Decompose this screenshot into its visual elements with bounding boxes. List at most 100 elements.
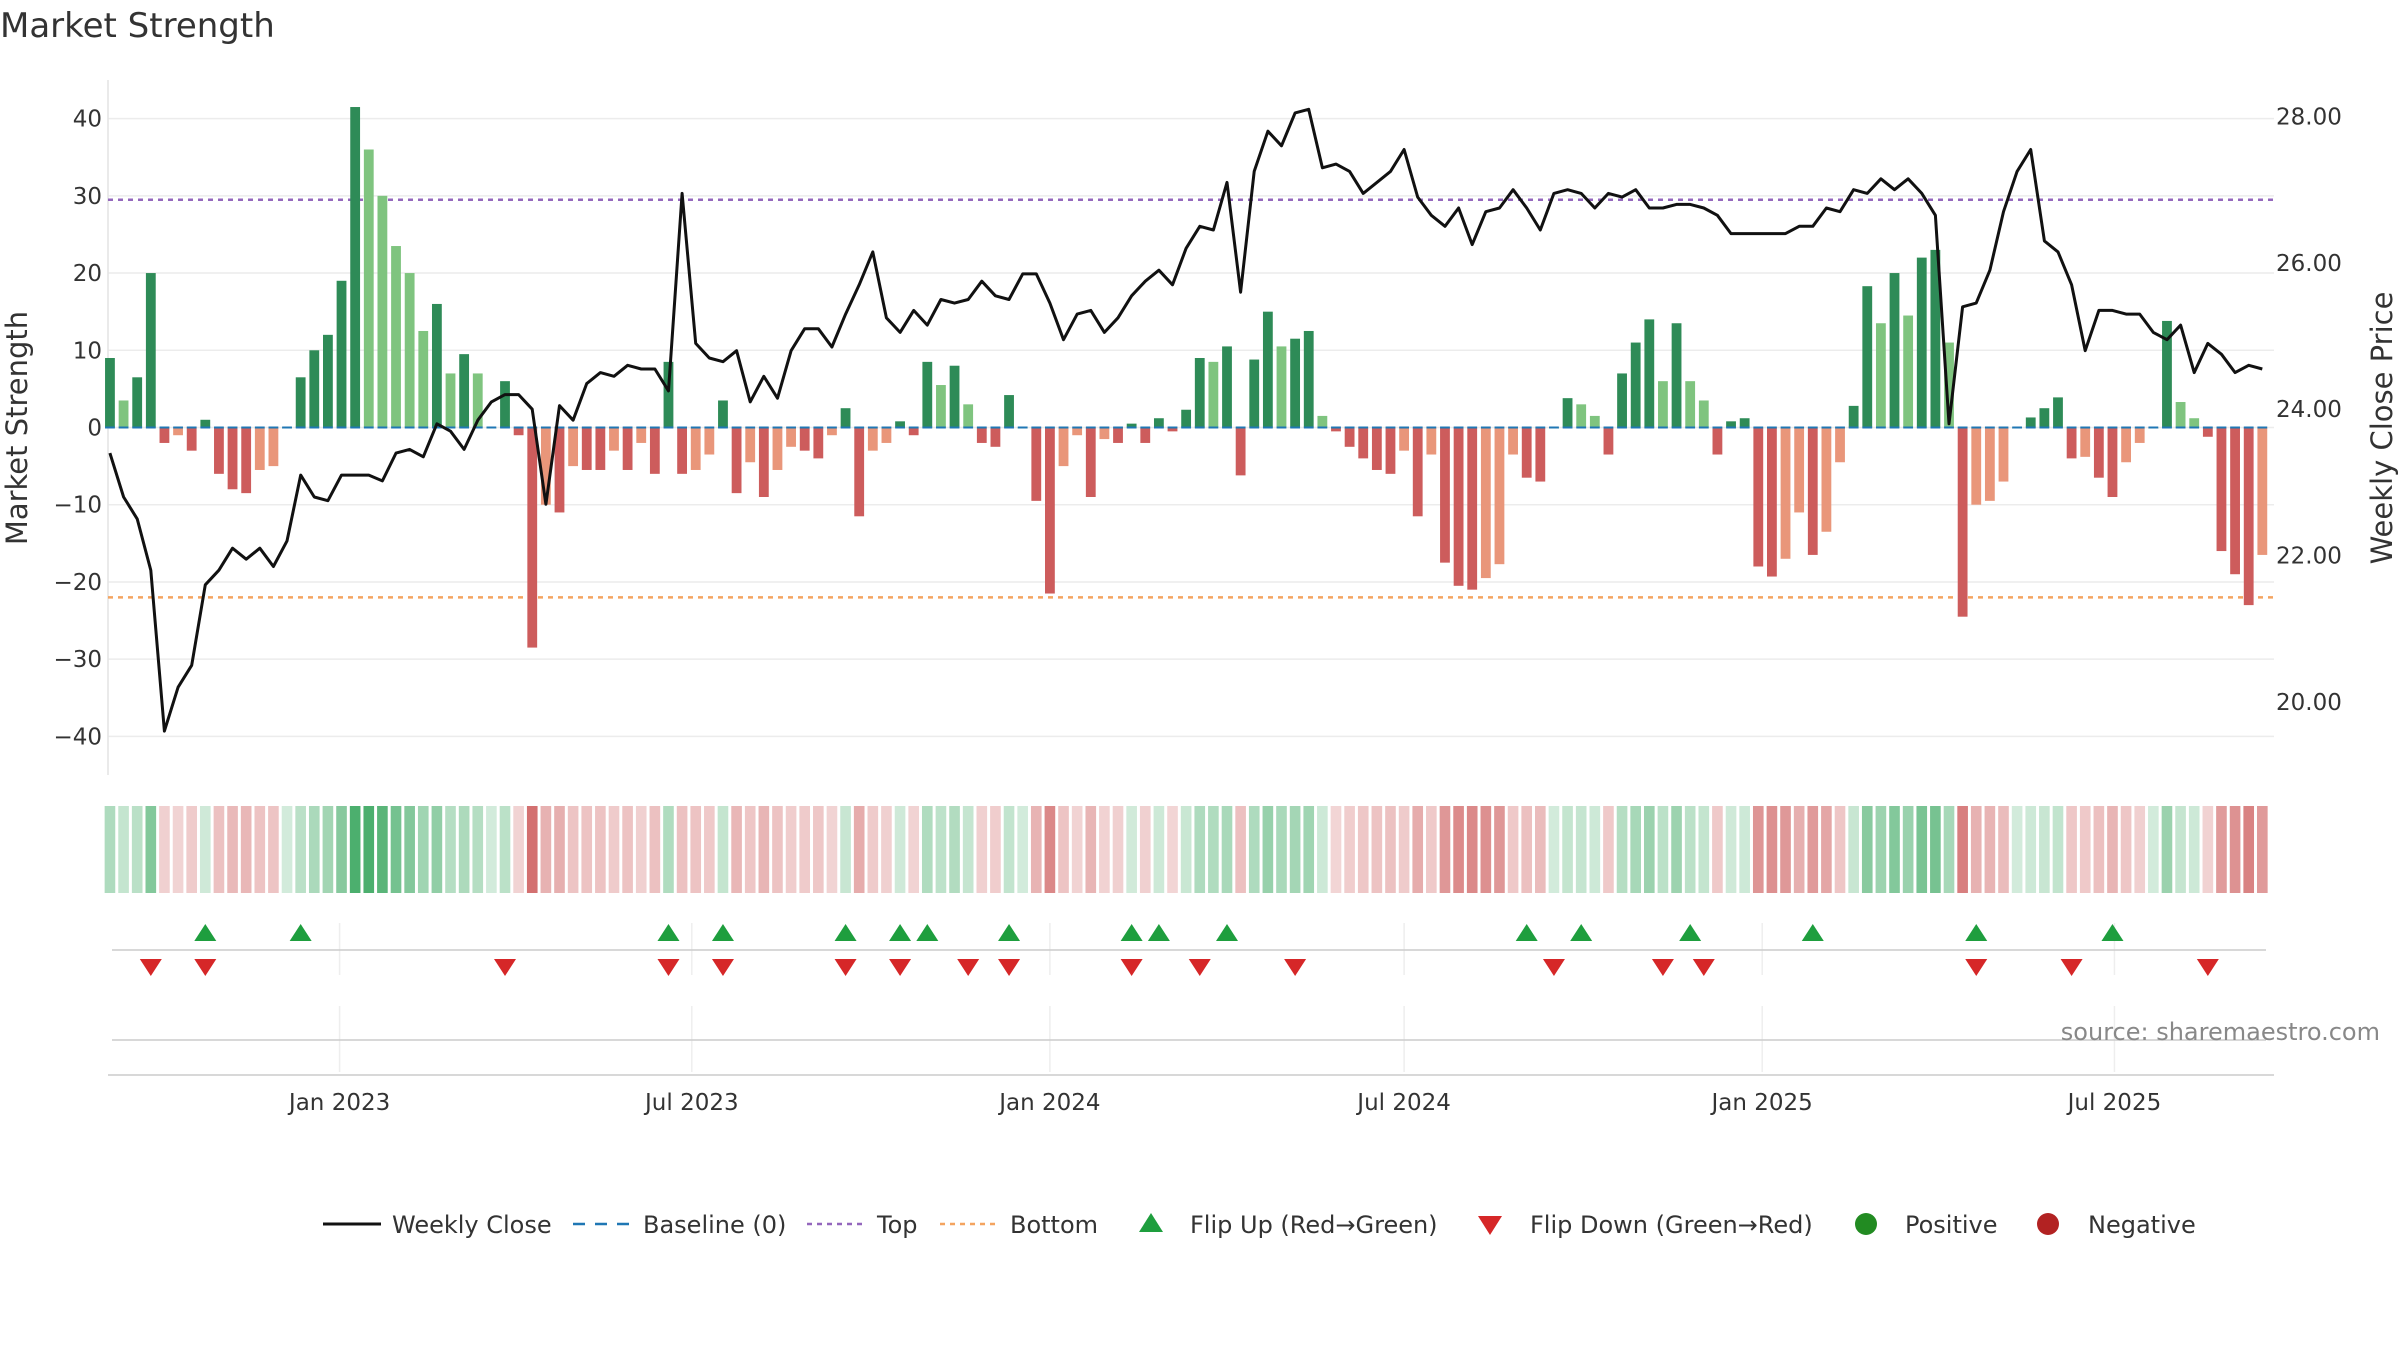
strength-bar: [2121, 427, 2132, 463]
strength-bar: [2080, 427, 2091, 457]
flip-down-marker: [1188, 959, 1211, 976]
y-left-tick-label: 20: [73, 261, 102, 287]
heat-cell: [1139, 806, 1151, 893]
flip-down-marker: [194, 959, 217, 976]
axes: 40 30 20 10 0 −10 −20 −30 −40 28.00 26.00 24.00 22.0…: [53, 105, 2341, 1116]
y-left-tick-label: 40: [73, 107, 102, 133]
heat-cell: [2216, 806, 2227, 893]
heat-cell: [990, 806, 1001, 893]
strength-bar: [2243, 427, 2254, 606]
heat-cell: [1957, 806, 1968, 893]
strength-bar: [1685, 381, 1696, 428]
strength-bar: [1194, 358, 1205, 428]
heat-cell: [1889, 806, 1900, 893]
heat-cell: [881, 806, 892, 893]
heat-cell: [281, 806, 293, 893]
flip-down-marker: [1284, 959, 1307, 976]
strength-bar: [663, 361, 674, 428]
strength-bar: [500, 381, 510, 428]
strength-bar: [758, 427, 769, 497]
flip-up-marker: [834, 924, 857, 941]
heat-cell: [1725, 806, 1737, 893]
heat-cell: [1180, 806, 1192, 893]
flip-down-marker: [1542, 959, 1565, 976]
strength-bar: [1440, 427, 1450, 563]
heat-cell: [1126, 806, 1137, 893]
strength-bar: [1726, 421, 1736, 428]
strength-bar: [1371, 427, 1382, 470]
heat-cell: [1017, 806, 1028, 893]
heat-cell: [1221, 806, 1233, 893]
strength-bar: [2093, 427, 2104, 478]
strength-bar: [1644, 319, 1655, 428]
heat-cell: [159, 806, 170, 893]
y-left-tick-label: −30: [53, 647, 102, 673]
strength-bar: [472, 373, 483, 428]
strength-bar: [2053, 397, 2063, 428]
flip-down-marker: [139, 959, 162, 976]
heat-cell: [908, 806, 919, 893]
strength-bar: [1358, 427, 1369, 459]
heat-cell: [390, 806, 402, 893]
heat-cell: [199, 806, 211, 893]
y-left-tick-label: −20: [53, 570, 102, 596]
strength-bar: [1262, 311, 1273, 428]
flip-up-marker: [1515, 924, 1538, 941]
legend-flip-down-swatch: [1478, 1216, 1502, 1235]
strength-bar: [922, 361, 933, 428]
strength-bar: [323, 334, 333, 428]
heat-cell: [1766, 806, 1778, 893]
strength-bar: [895, 421, 905, 428]
strength-bar: [2134, 427, 2145, 443]
heat-cell: [431, 806, 443, 893]
strength-bar: [1617, 373, 1627, 428]
heat-cell: [1643, 806, 1655, 893]
y-left-tick-label: −10: [53, 493, 102, 519]
strength-bar: [1903, 315, 1914, 428]
heat-cell: [2188, 806, 2200, 893]
heat-cell: [1085, 806, 1097, 893]
strength-bar: [1167, 427, 1178, 432]
strength-bar: [1930, 249, 1941, 428]
heat-cell: [1385, 806, 1396, 893]
heat-cell: [1970, 806, 1982, 893]
heat-cell: [1780, 806, 1791, 893]
heat-cell: [1698, 806, 1710, 893]
heat-cell: [308, 806, 320, 893]
heat-cell: [1398, 806, 1410, 893]
heat-cell: [1099, 806, 1110, 893]
flip-up-marker: [998, 924, 1021, 941]
strength-bar: [1767, 427, 1777, 577]
heat-cell: [1752, 806, 1764, 893]
heat-cell: [731, 806, 742, 893]
heat-cell: [2229, 806, 2241, 893]
heat-cell: [595, 806, 606, 893]
heat-cell: [1902, 806, 1914, 893]
heat-cell: [1507, 806, 1519, 893]
strength-bar: [1671, 323, 1682, 428]
strength-bar: [118, 400, 129, 428]
strength-bar: [554, 427, 565, 513]
heat-cell: [567, 806, 579, 893]
strength-bar: [1181, 409, 1192, 428]
legend-flip-down-label: Flip Down (Green→Red): [1530, 1211, 1813, 1239]
strength-bar: [1412, 427, 1423, 517]
heat-cell: [1208, 806, 1219, 893]
strength-bar: [827, 427, 837, 436]
strength-bar: [1630, 342, 1641, 428]
strength-bars: [105, 107, 2268, 648]
strength-bar: [1780, 427, 1791, 559]
strength-bar: [1331, 427, 1341, 432]
flip-markers: [112, 924, 2266, 976]
heat-cell: [1412, 806, 1424, 893]
strength-bar: [963, 404, 974, 428]
strength-bar: [1385, 427, 1396, 474]
strength-bar: [1889, 273, 1900, 428]
strength-bar: [813, 427, 824, 459]
strength-bar: [105, 358, 115, 428]
heat-cell: [322, 806, 334, 893]
heat-cell: [2025, 806, 2037, 893]
strength-bar: [1807, 427, 1818, 555]
heat-cell: [2066, 806, 2077, 893]
flip-down-marker: [957, 959, 980, 976]
